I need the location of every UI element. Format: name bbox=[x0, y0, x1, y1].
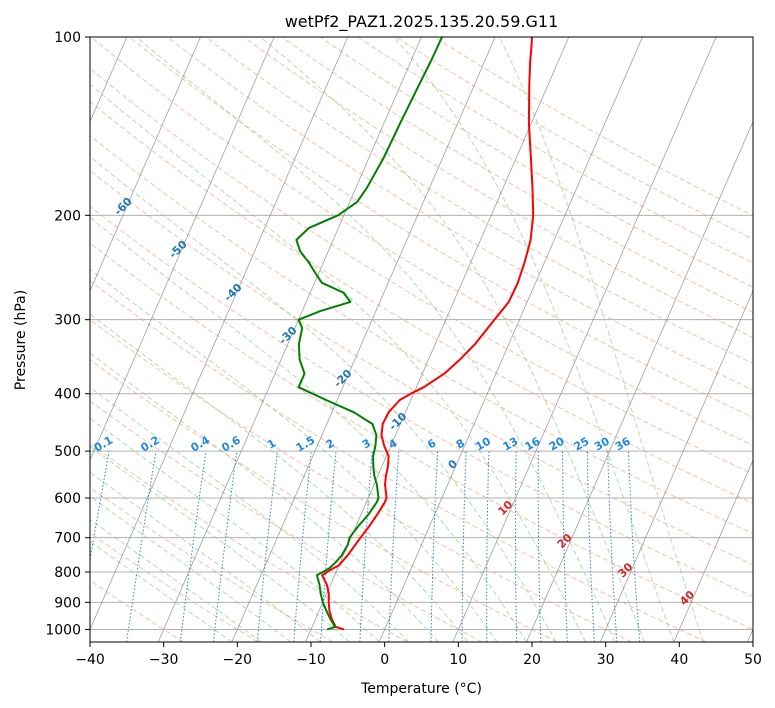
mixing-ratio-line bbox=[628, 451, 641, 642]
x-tick-label: 50 bbox=[744, 652, 762, 668]
dry-adiabat-line bbox=[90, 67, 753, 475]
moist-adiabat-line bbox=[90, 352, 439, 642]
y-tick-label: 600 bbox=[54, 491, 81, 507]
dry-adiabat-line bbox=[90, 532, 259, 642]
dry-adiabat-line bbox=[90, 280, 707, 642]
moist-adiabat-line bbox=[90, 83, 586, 642]
dry-adiabat-line bbox=[90, 205, 753, 598]
isotherm-gridline bbox=[231, 37, 496, 642]
isotherm-gridline bbox=[526, 120, 753, 642]
x-tick-label: 30 bbox=[597, 652, 615, 668]
plot-frame bbox=[89, 36, 754, 643]
moist-adiabat-line bbox=[90, 313, 468, 642]
dry-adiabat-line bbox=[90, 242, 753, 630]
isotherm-gridline bbox=[157, 37, 422, 642]
mixing-ratio-line bbox=[213, 451, 238, 642]
moist-adiabat-line bbox=[393, 37, 675, 642]
y-tick-label: 900 bbox=[54, 595, 81, 611]
isotherm-gridline bbox=[452, 37, 717, 642]
chart-title: wetPf2_PAZ1.2025.135.20.59.G11 bbox=[285, 12, 559, 32]
mixing-ratio-line bbox=[562, 451, 568, 642]
isotherm-gridline bbox=[378, 37, 643, 642]
moist-adiabat-line bbox=[498, 37, 704, 642]
isotherm-gridline bbox=[90, 37, 201, 292]
mixing-ratio-line bbox=[359, 451, 373, 642]
x-axis-label: Temperature (°C) bbox=[360, 681, 482, 697]
y-tick-label: 300 bbox=[54, 313, 81, 329]
mixing-ratio-line bbox=[90, 451, 110, 563]
mixing-ratio-line bbox=[461, 451, 467, 642]
dry-adiabat-line bbox=[129, 37, 753, 419]
dry-adiabat-line bbox=[205, 37, 753, 365]
mixing-ratio-line bbox=[179, 451, 207, 642]
dry-adiabat-line bbox=[434, 37, 753, 217]
moist-adiabat-line bbox=[90, 471, 321, 642]
dry-adiabat-line bbox=[90, 169, 753, 566]
isotherm-gridline bbox=[90, 37, 275, 462]
dry-adiabat-line bbox=[319, 37, 753, 288]
isotherm-gridline bbox=[599, 289, 753, 642]
dry-adiabat-line bbox=[90, 100, 753, 505]
x-tick-label: −10 bbox=[296, 652, 326, 668]
axes: −40 −30 −20 −10 0 10 20 30 40 50 100 200 300 400 500 60… bbox=[45, 30, 762, 668]
dry-adiabat-line bbox=[90, 319, 632, 642]
moist-adiabat-line bbox=[90, 540, 233, 642]
dry-adiabat-line bbox=[281, 37, 753, 313]
y-tick-label: 700 bbox=[54, 531, 81, 547]
mixing-ratio-line bbox=[388, 451, 400, 642]
x-tick-label: 40 bbox=[670, 652, 688, 668]
dry-adiabat-line bbox=[90, 487, 334, 642]
x-tick-label: 10 bbox=[449, 652, 467, 668]
mixing-ratio-line bbox=[320, 451, 337, 642]
mixing-ratio-line bbox=[126, 451, 157, 642]
y-tick-label: 400 bbox=[54, 387, 81, 403]
dry-adiabat-line bbox=[90, 134, 753, 535]
mixing-ratio-line bbox=[486, 451, 490, 642]
moist-adiabat-line bbox=[90, 155, 557, 642]
x-tick-label: 0 bbox=[380, 652, 389, 668]
moist-adiabat-line bbox=[90, 216, 527, 642]
x-tick-label: −30 bbox=[149, 652, 179, 668]
mixing-ratio-line bbox=[537, 451, 542, 642]
mixing-ratio-line bbox=[293, 451, 312, 642]
y-tick-label: 100 bbox=[54, 30, 81, 46]
y-tick-label: 1000 bbox=[45, 622, 81, 638]
y-tick-label: 200 bbox=[54, 208, 81, 224]
dry-adiabat-line bbox=[396, 37, 753, 240]
isotherm-gridline bbox=[673, 459, 753, 642]
mixing-ratio-line bbox=[256, 451, 278, 642]
x-tick-label: −20 bbox=[223, 652, 253, 668]
y-tick-label: 800 bbox=[54, 565, 81, 581]
x-tick-label: −40 bbox=[75, 652, 105, 668]
isotherm-gridline bbox=[90, 37, 349, 631]
mixing-ratio-line bbox=[586, 451, 595, 642]
mixing-ratio-line bbox=[607, 451, 618, 642]
moist-adiabat-line bbox=[260, 37, 645, 642]
plot-area bbox=[90, 37, 753, 642]
mixing-ratio-line bbox=[515, 451, 518, 642]
temperature-line bbox=[321, 37, 535, 631]
moist-adiabat-line bbox=[90, 268, 498, 642]
y-tick-label: 500 bbox=[54, 444, 81, 460]
moist-adiabat-line bbox=[90, 445, 351, 642]
dewpoint-line bbox=[295, 37, 444, 631]
x-tick-label: 20 bbox=[523, 652, 541, 668]
moist-adiabat-line bbox=[90, 417, 380, 642]
moist-adiabat-line bbox=[135, 37, 616, 642]
dry-adiabat-line bbox=[167, 37, 753, 391]
mixing-ratio-line bbox=[430, 451, 439, 642]
y-axis-label: Pressure (hPa) bbox=[13, 290, 29, 390]
dry-adiabat-line bbox=[90, 37, 753, 446]
